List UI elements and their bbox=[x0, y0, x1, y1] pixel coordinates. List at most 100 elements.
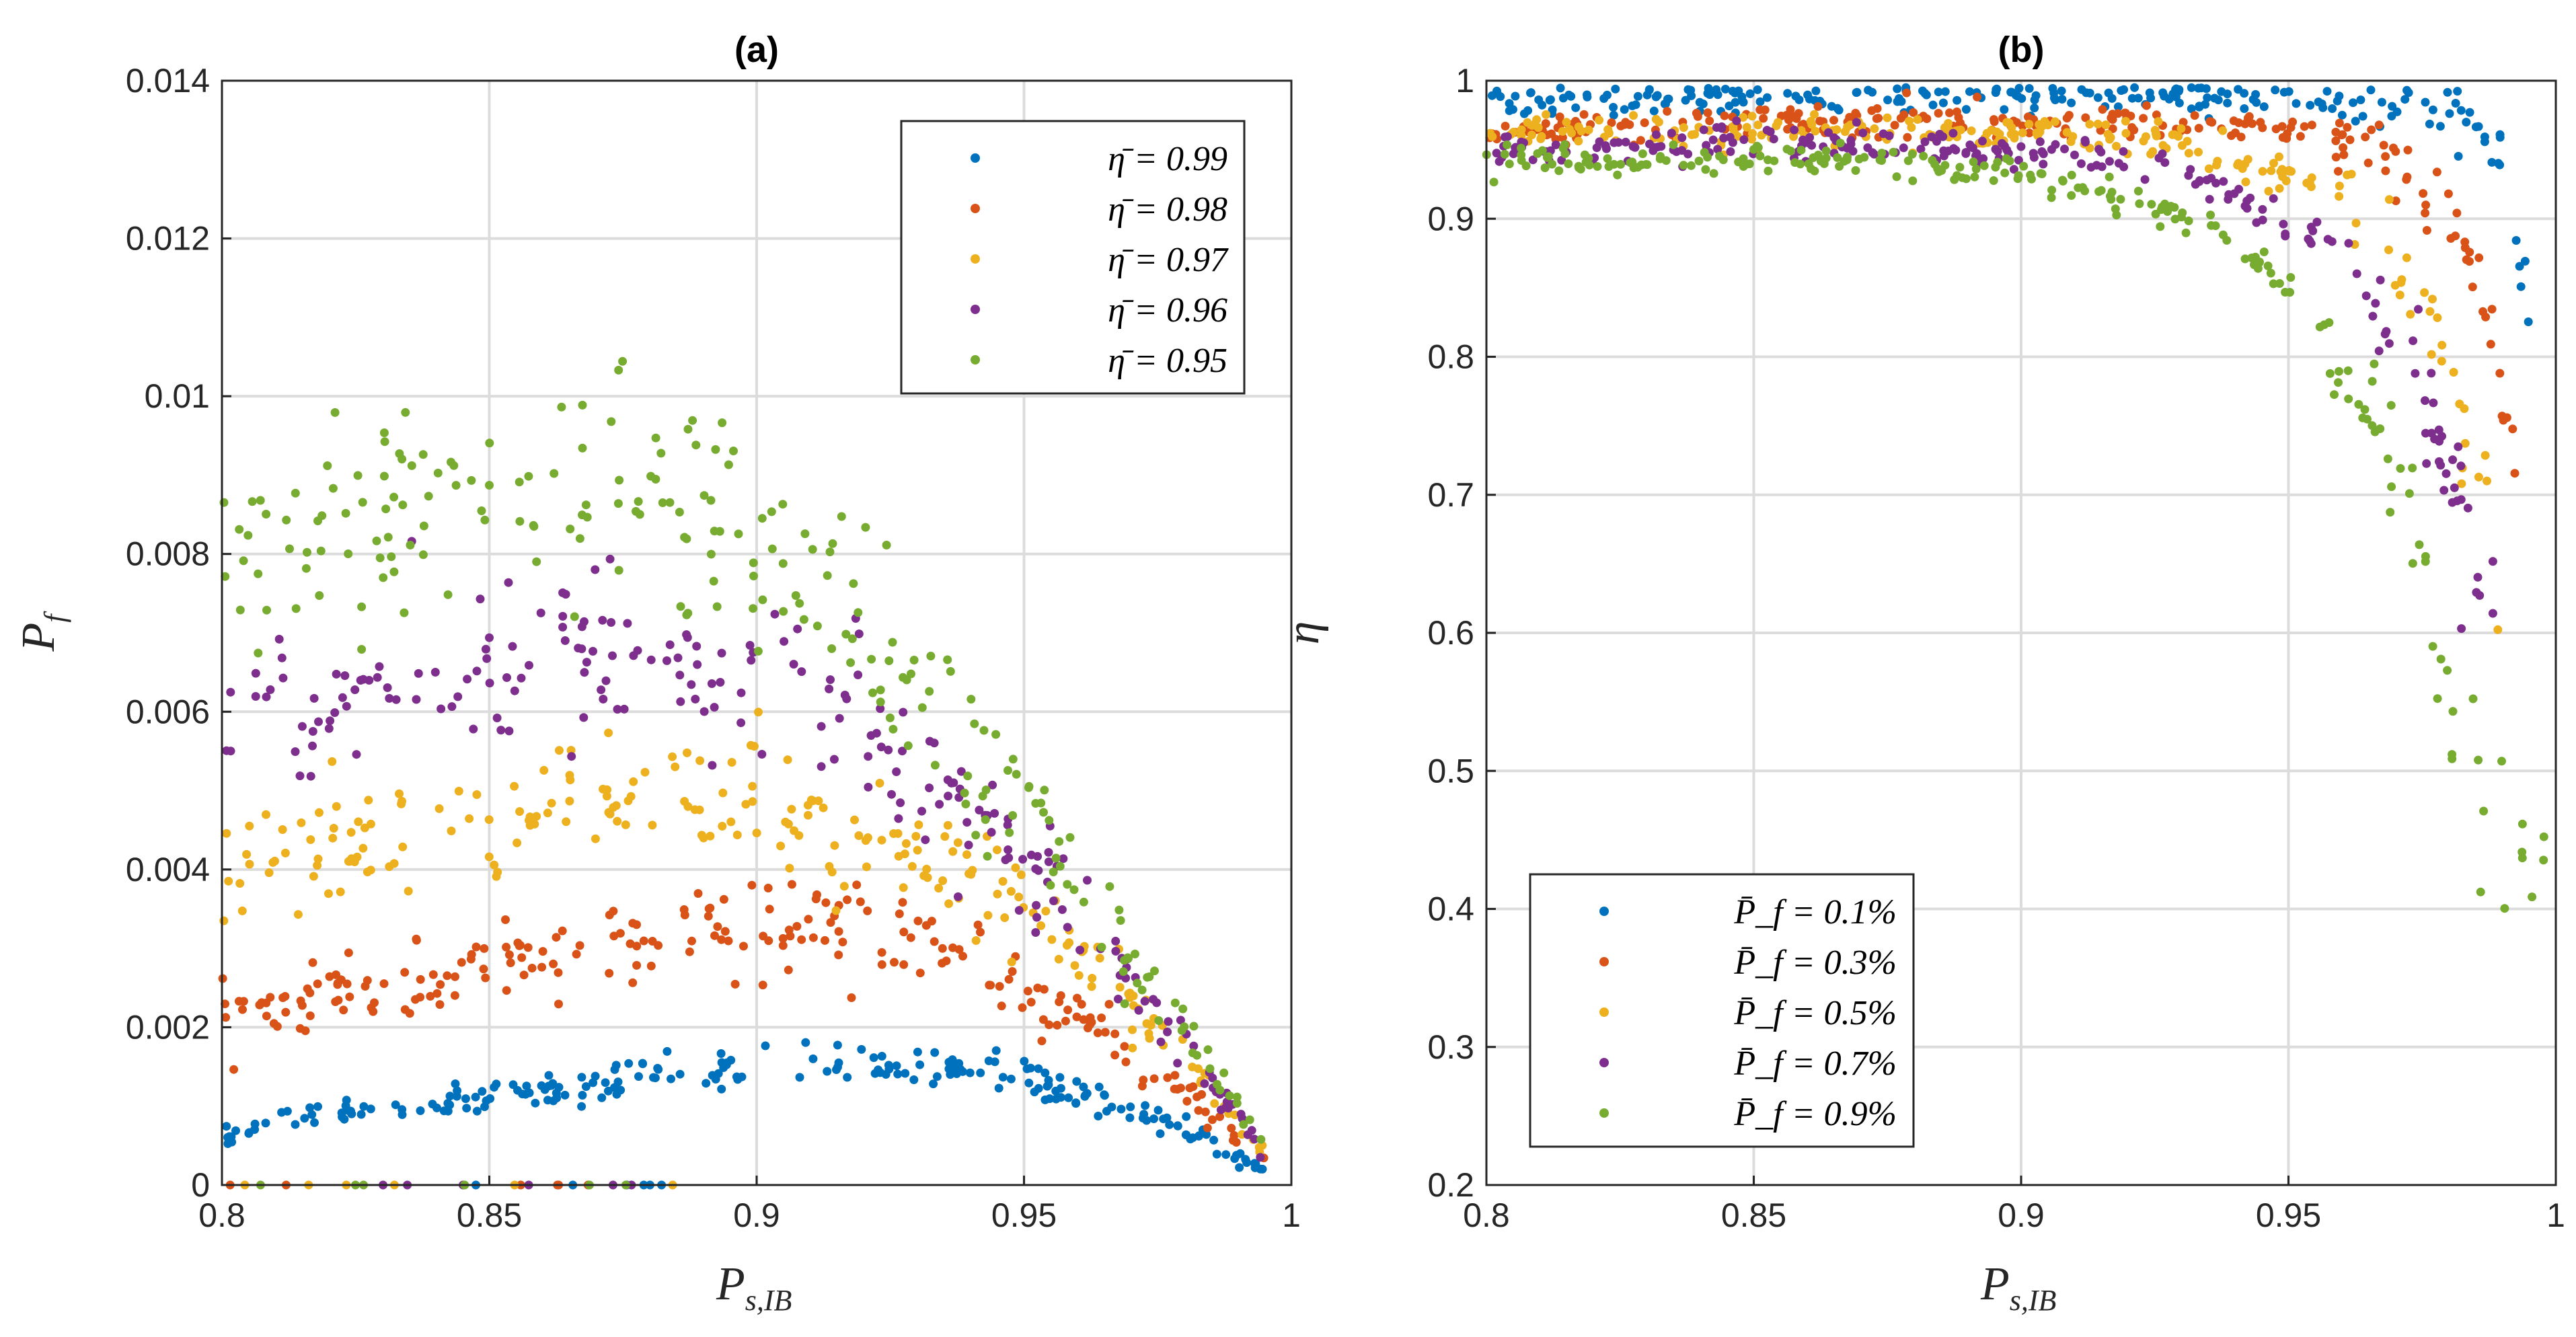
data-point bbox=[1928, 100, 1938, 110]
data-point bbox=[1872, 104, 1882, 113]
data-point bbox=[537, 962, 547, 972]
data-point bbox=[1892, 172, 1901, 182]
data-point bbox=[1945, 108, 1954, 118]
data-point bbox=[808, 1054, 818, 1063]
data-point bbox=[2203, 93, 2212, 102]
data-point bbox=[235, 525, 244, 534]
data-point bbox=[398, 842, 408, 851]
data-point bbox=[1621, 137, 1630, 147]
data-point bbox=[979, 726, 989, 735]
data-point bbox=[1609, 110, 1618, 120]
data-point bbox=[821, 935, 829, 945]
data-point bbox=[481, 973, 490, 983]
data-point bbox=[2414, 305, 2423, 314]
data-point bbox=[2213, 157, 2222, 166]
data-point bbox=[1679, 161, 1688, 170]
data-point bbox=[1703, 108, 1712, 118]
data-point bbox=[2183, 137, 2192, 146]
x-axis-label: Ps,IB bbox=[1980, 1258, 2056, 1317]
data-point bbox=[1903, 132, 1912, 142]
data-point bbox=[1686, 161, 1696, 170]
data-point bbox=[547, 798, 556, 808]
data-point bbox=[375, 662, 384, 671]
data-point bbox=[379, 428, 389, 437]
data-point bbox=[943, 820, 952, 830]
data-point bbox=[346, 1106, 355, 1116]
data-point bbox=[808, 933, 818, 942]
data-point bbox=[1554, 166, 1564, 176]
data-point bbox=[1119, 967, 1128, 977]
data-point bbox=[1819, 159, 1829, 168]
data-point bbox=[315, 591, 324, 600]
data-point bbox=[1031, 928, 1040, 937]
data-point bbox=[549, 959, 558, 968]
data-point bbox=[430, 668, 440, 677]
data-point bbox=[1004, 853, 1014, 862]
data-point bbox=[1742, 122, 1751, 132]
data-point bbox=[2062, 128, 2072, 137]
data-point bbox=[1835, 161, 1844, 171]
data-point bbox=[839, 882, 849, 891]
data-point bbox=[648, 820, 657, 830]
data-point bbox=[946, 1060, 955, 1069]
data-point bbox=[2429, 398, 2438, 408]
data-point bbox=[1592, 143, 1601, 153]
data-point bbox=[881, 1070, 891, 1079]
legend-entry: η̄ = 0.95 bbox=[1108, 342, 1227, 380]
data-point bbox=[894, 814, 903, 823]
data-point bbox=[2331, 153, 2341, 162]
data-point bbox=[313, 517, 322, 525]
data-point bbox=[575, 941, 584, 950]
data-point bbox=[562, 817, 571, 827]
data-point bbox=[932, 1072, 942, 1081]
data-point bbox=[578, 443, 587, 453]
data-point bbox=[1094, 1112, 1103, 1120]
data-point bbox=[2360, 405, 2370, 414]
data-point bbox=[2019, 161, 2029, 171]
data-point bbox=[1739, 162, 1748, 171]
data-point bbox=[687, 936, 696, 946]
data-point bbox=[467, 475, 476, 485]
data-point bbox=[754, 708, 763, 717]
data-point bbox=[447, 702, 457, 712]
data-point bbox=[981, 815, 990, 825]
data-point bbox=[1628, 101, 1637, 110]
legend: η̄ = 0.99η̄ = 0.98η̄ = 0.97η̄ = 0.96η̄ =… bbox=[900, 120, 1246, 395]
data-point bbox=[341, 508, 350, 518]
data-point bbox=[2035, 137, 2045, 147]
data-point bbox=[550, 469, 559, 478]
data-point bbox=[2408, 559, 2417, 568]
data-point bbox=[558, 611, 568, 621]
data-point bbox=[375, 553, 385, 562]
data-point bbox=[525, 660, 533, 670]
data-point bbox=[1051, 1094, 1061, 1104]
data-point bbox=[379, 979, 389, 989]
data-point bbox=[1205, 1064, 1215, 1073]
data-point bbox=[2296, 132, 2305, 141]
data-point bbox=[1059, 854, 1068, 864]
data-point bbox=[1210, 1099, 1219, 1108]
data-point bbox=[1137, 1081, 1147, 1091]
data-point bbox=[485, 633, 494, 642]
data-point bbox=[510, 686, 519, 695]
data-point bbox=[1564, 159, 1573, 168]
data-point bbox=[2240, 254, 2250, 264]
data-point bbox=[899, 927, 909, 937]
data-point bbox=[529, 522, 539, 531]
data-point bbox=[1970, 172, 1979, 182]
data-point bbox=[471, 1092, 480, 1102]
data-point bbox=[1938, 98, 1948, 108]
data-point bbox=[264, 868, 274, 878]
data-point bbox=[984, 1056, 993, 1065]
data-point bbox=[1526, 88, 1536, 98]
data-point bbox=[251, 692, 260, 701]
data-point bbox=[277, 653, 287, 662]
data-point bbox=[1500, 149, 1509, 159]
data-point bbox=[2384, 339, 2394, 348]
data-point bbox=[935, 800, 944, 809]
y-tick-label: 1 bbox=[1455, 62, 1474, 100]
data-point bbox=[2213, 96, 2223, 105]
data-point bbox=[1069, 885, 1079, 894]
data-point bbox=[2433, 313, 2442, 322]
data-point bbox=[846, 658, 856, 667]
